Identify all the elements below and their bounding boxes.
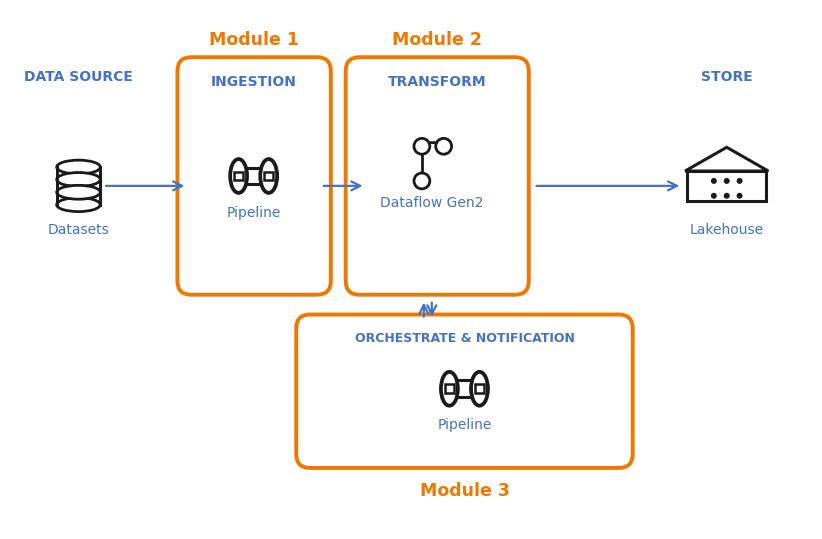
Ellipse shape	[711, 178, 717, 184]
Ellipse shape	[261, 159, 277, 193]
Bar	[445, 384, 454, 393]
Ellipse shape	[441, 372, 458, 406]
Ellipse shape	[471, 372, 488, 406]
Ellipse shape	[737, 178, 742, 184]
Ellipse shape	[723, 178, 730, 184]
FancyBboxPatch shape	[238, 168, 269, 184]
Bar	[475, 384, 484, 393]
Bar	[234, 171, 243, 181]
Bar	[687, 171, 766, 201]
Text: ORCHESTRATE & NOTIFICATION: ORCHESTRATE & NOTIFICATION	[354, 333, 575, 345]
Ellipse shape	[436, 139, 451, 154]
Ellipse shape	[723, 193, 730, 199]
Bar	[264, 171, 273, 181]
Text: TRANSFORM: TRANSFORM	[388, 75, 487, 89]
Polygon shape	[686, 147, 769, 171]
Text: Module 2: Module 2	[392, 31, 483, 49]
Ellipse shape	[414, 139, 430, 154]
Ellipse shape	[57, 185, 100, 199]
Text: INGESTION: INGESTION	[211, 75, 297, 89]
Ellipse shape	[711, 193, 717, 199]
Text: Datasets: Datasets	[48, 224, 109, 238]
Ellipse shape	[57, 172, 100, 186]
Ellipse shape	[57, 198, 100, 212]
FancyBboxPatch shape	[450, 381, 479, 397]
Ellipse shape	[737, 193, 742, 199]
Ellipse shape	[230, 159, 247, 193]
Ellipse shape	[414, 173, 430, 189]
Text: DATA SOURCE: DATA SOURCE	[24, 70, 133, 84]
Text: Module 1: Module 1	[209, 31, 299, 49]
Text: Lakehouse: Lakehouse	[690, 224, 764, 238]
Text: Dataflow Gen2: Dataflow Gen2	[380, 196, 483, 210]
Text: STORE: STORE	[701, 70, 753, 84]
Text: Pipeline: Pipeline	[226, 206, 281, 220]
Text: Module 3: Module 3	[419, 482, 510, 500]
Text: Pipeline: Pipeline	[437, 418, 492, 432]
